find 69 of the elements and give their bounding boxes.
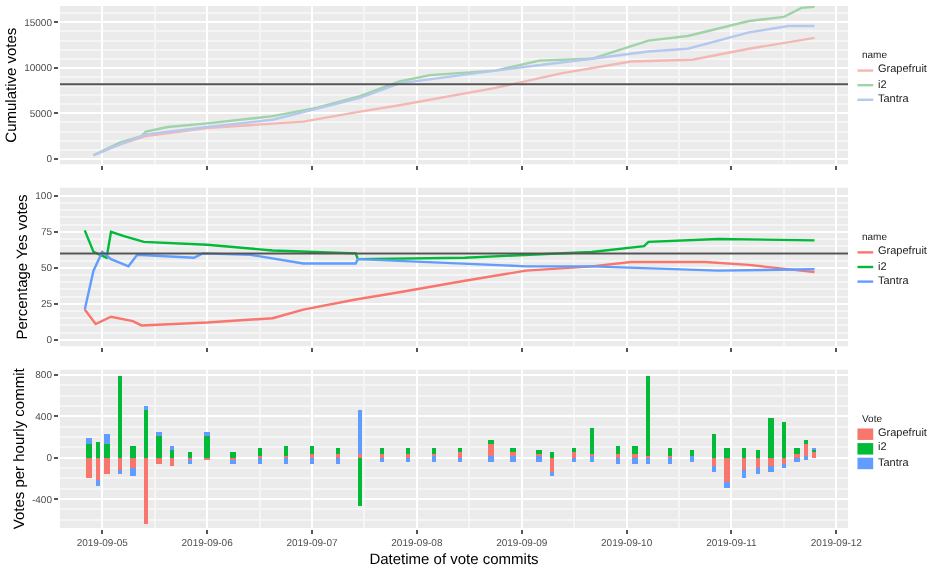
bar [632, 457, 638, 464]
bar [646, 457, 650, 464]
bar [336, 457, 340, 464]
bar [310, 457, 314, 464]
bar [336, 447, 340, 454]
bar [712, 465, 716, 472]
bar [170, 457, 174, 466]
bar [632, 445, 638, 454]
bar [284, 445, 288, 456]
bar [572, 451, 576, 458]
bar [86, 457, 92, 478]
bar [96, 457, 100, 480]
line-series [83, 229, 816, 261]
bar [156, 435, 162, 458]
bar [742, 457, 746, 470]
bar [812, 451, 816, 458]
bar [756, 449, 760, 458]
bar [668, 457, 672, 464]
bar [646, 375, 650, 456]
bar [130, 445, 136, 458]
bar [724, 457, 730, 482]
bar [156, 457, 162, 464]
bar [118, 457, 122, 470]
bar [130, 467, 136, 476]
bar [756, 457, 760, 468]
bar [358, 409, 362, 454]
bar [782, 421, 786, 458]
bar [616, 445, 620, 454]
bar [712, 433, 716, 458]
bar [550, 451, 554, 458]
bar [358, 457, 362, 506]
bar [794, 447, 800, 454]
line-series [83, 250, 816, 311]
bar [458, 451, 462, 458]
bar [724, 447, 730, 458]
bar [380, 447, 384, 454]
bar [768, 417, 774, 458]
bar [258, 457, 262, 464]
bar [616, 457, 620, 464]
bar [432, 447, 436, 454]
line-series [83, 260, 816, 327]
bar [768, 465, 774, 472]
bar [258, 447, 262, 456]
bar [724, 481, 730, 488]
bar [550, 457, 554, 472]
bar [742, 469, 746, 478]
bar [204, 435, 210, 458]
bar [712, 457, 716, 466]
bar [284, 457, 288, 464]
bar [488, 455, 494, 462]
bar [144, 457, 148, 524]
bar [144, 409, 148, 458]
bar [104, 433, 110, 444]
bar [86, 443, 92, 458]
bar [118, 375, 122, 458]
bar [86, 437, 92, 444]
bar [782, 457, 786, 464]
bar [590, 427, 594, 454]
bar [768, 457, 774, 466]
bar [310, 445, 314, 454]
bar [742, 447, 746, 458]
bar [130, 457, 136, 468]
bar [668, 447, 672, 456]
bar [104, 457, 110, 474]
bar [96, 441, 100, 458]
bar [104, 443, 110, 458]
bar [96, 479, 100, 486]
bar [756, 467, 760, 474]
bar [406, 447, 410, 454]
